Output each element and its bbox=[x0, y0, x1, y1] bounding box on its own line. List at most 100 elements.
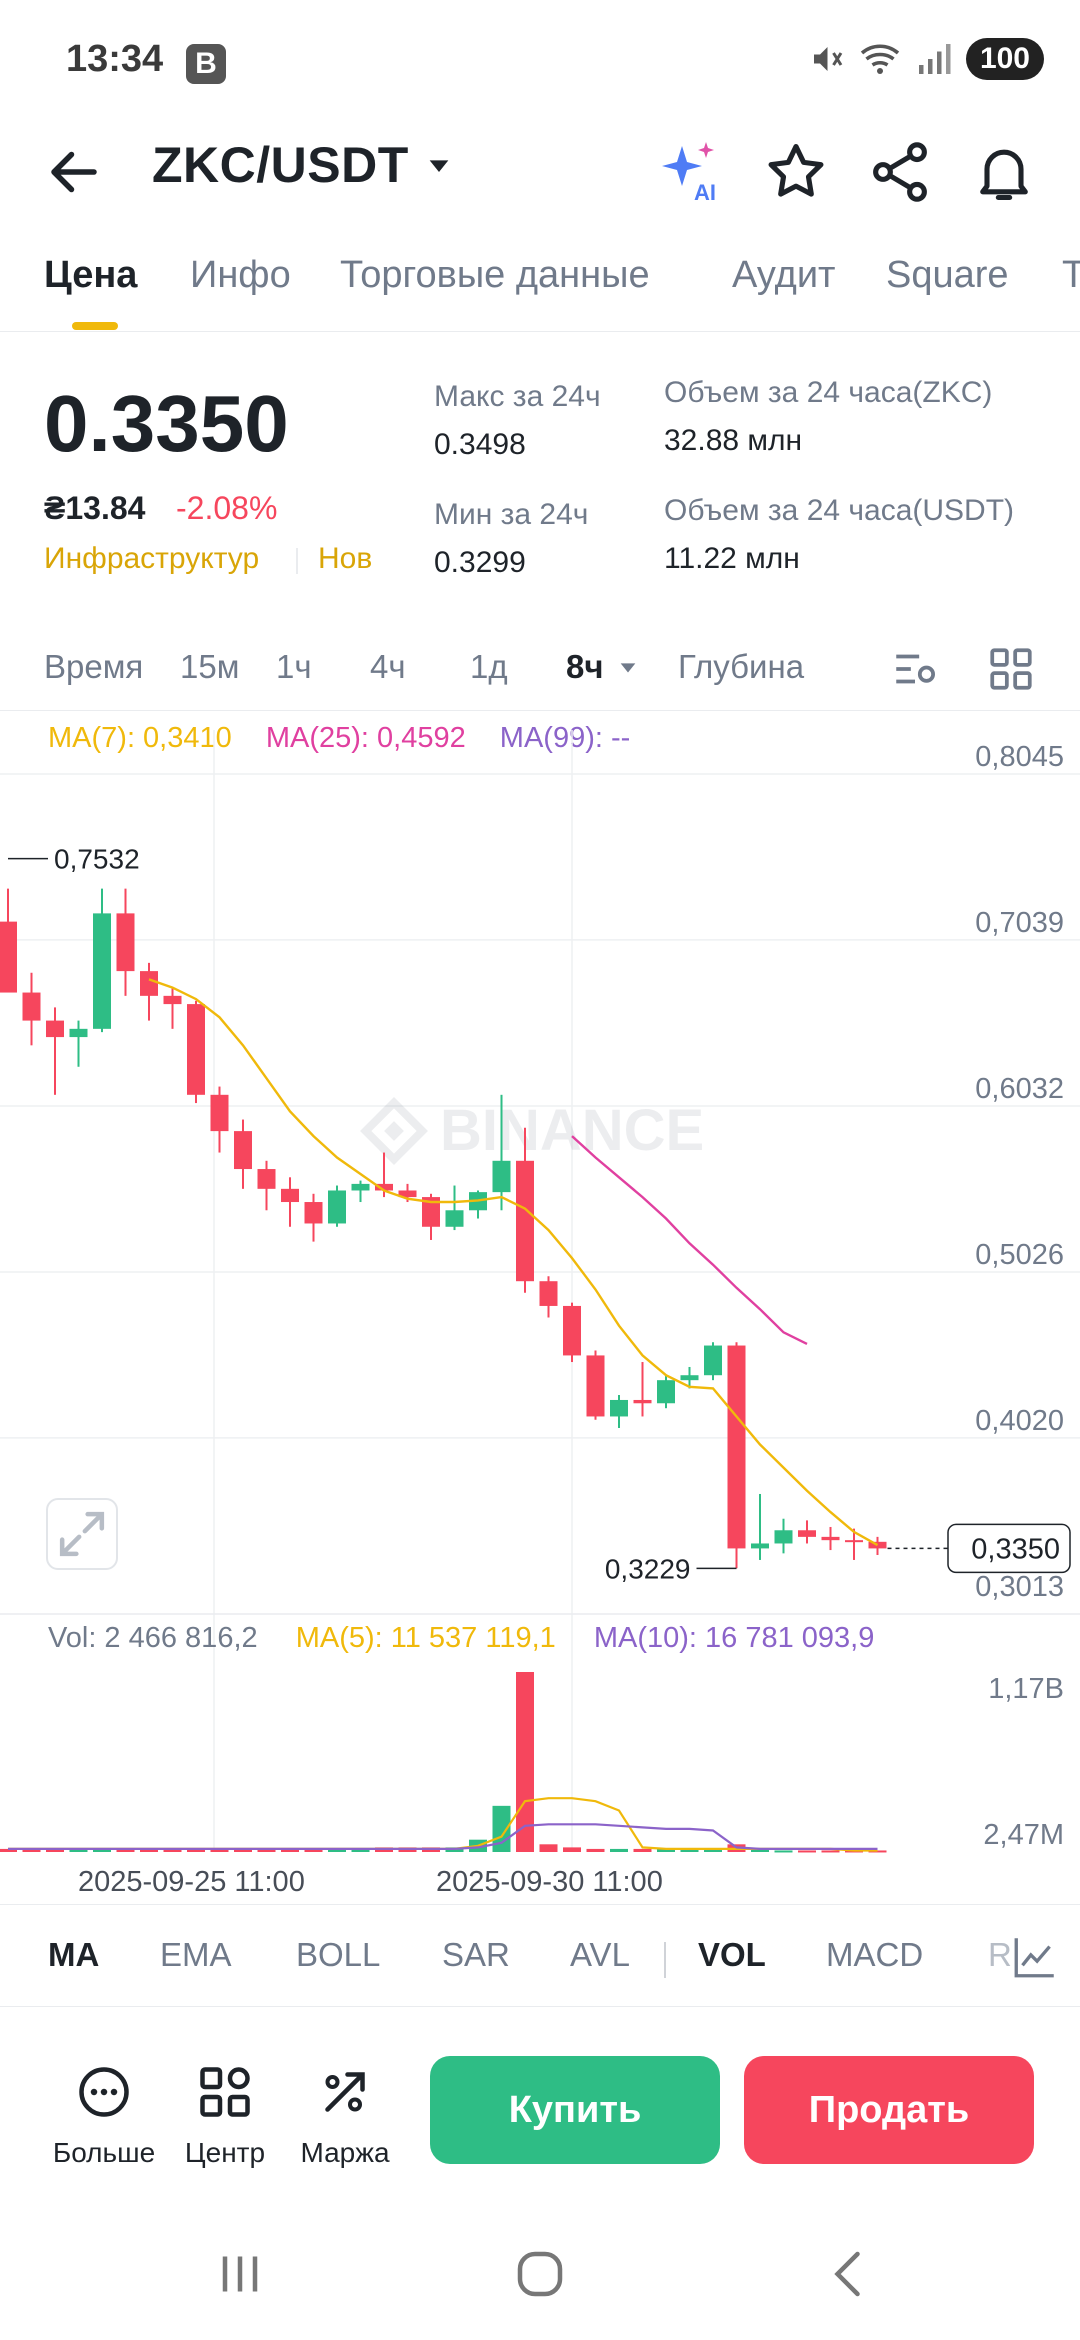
chart-grid bbox=[0, 730, 1080, 1850]
candle-body bbox=[774, 1530, 793, 1544]
date-label-1: 2025-09-25 11:00 bbox=[78, 1866, 305, 1898]
candle-body bbox=[398, 1190, 417, 1198]
ma7-legend: MA(7): 0,3410 bbox=[48, 722, 232, 754]
bell-icon[interactable] bbox=[970, 138, 1038, 206]
candle-body bbox=[304, 1202, 323, 1224]
buy-button[interactable]: Купить bbox=[430, 2056, 720, 2164]
candle-body bbox=[210, 1094, 229, 1132]
volume-bars bbox=[0, 1672, 887, 1853]
new-tag[interactable]: Нов bbox=[318, 542, 373, 575]
volume-bar bbox=[633, 1848, 652, 1852]
indicator-macd[interactable]: MACD bbox=[826, 1936, 924, 1973]
indicator-ema[interactable]: EMA bbox=[160, 1936, 232, 1973]
volume-bar bbox=[0, 1848, 17, 1852]
home-icon[interactable] bbox=[510, 2244, 570, 2304]
bottom-actions: Больше Центр Маржа Купить Продать bbox=[0, 2040, 1080, 2180]
mute-icon bbox=[813, 47, 843, 71]
candle-body bbox=[751, 1543, 769, 1549]
volume-bar bbox=[210, 1848, 229, 1852]
chart-top-divider bbox=[0, 710, 1080, 711]
indicator-avl[interactable]: AVL bbox=[570, 1936, 630, 1973]
candle-body bbox=[704, 1345, 722, 1376]
battery-indicator: 100 bbox=[965, 38, 1044, 80]
candle-body bbox=[234, 1131, 252, 1170]
interval-1h[interactable]: 1ч bbox=[276, 648, 312, 685]
interval-15m[interactable]: 15м bbox=[180, 648, 240, 685]
candle-body bbox=[516, 1160, 534, 1282]
candle-body bbox=[163, 995, 182, 1005]
volume-bar bbox=[234, 1848, 252, 1852]
candle-body bbox=[281, 1188, 299, 1203]
interval-1d[interactable]: 1д bbox=[470, 648, 508, 685]
tab-square[interactable]: Square bbox=[886, 254, 1009, 296]
low-marker-label: 0,3229 bbox=[605, 1553, 691, 1584]
volume-quote-value: 11.22 млн bbox=[664, 542, 800, 575]
volume-legend: Vol: 2 466 816,2 MA(5): 11 537 119,1 MA(… bbox=[48, 1622, 904, 1655]
candle-body bbox=[845, 1540, 863, 1543]
chart-settings-icon[interactable] bbox=[890, 644, 940, 694]
volume-bar bbox=[657, 1848, 675, 1852]
indicator-ma[interactable]: MA bbox=[48, 1936, 100, 1973]
ai-sparkle-icon[interactable]: AI bbox=[658, 138, 726, 206]
category-tag[interactable]: Инфраструктур bbox=[44, 542, 260, 575]
center-label: Центр bbox=[184, 2137, 266, 2168]
indicator-boll[interactable]: BOLL bbox=[296, 1936, 381, 1973]
candle-body bbox=[375, 1183, 393, 1191]
volume-axis: 1,17B 2,47M bbox=[983, 1673, 1064, 1851]
tab-price[interactable]: Цена bbox=[44, 254, 138, 296]
price-axis-label: 0,8045 bbox=[975, 741, 1064, 773]
tab-trading-data[interactable]: Торговые данные bbox=[340, 254, 650, 296]
volume-bar bbox=[257, 1848, 276, 1852]
share-icon[interactable] bbox=[866, 138, 934, 206]
ma25-line bbox=[571, 1135, 808, 1345]
price-axis-label: 0,5026 bbox=[975, 1239, 1064, 1271]
indicator-rsi[interactable]: R bbox=[988, 1936, 1012, 1973]
volume-bar bbox=[93, 1848, 111, 1852]
price-axis: 0,8045 0,7039 0,6032 0,5026 0,4020 0,3013 bbox=[975, 741, 1064, 1603]
center-button[interactable]: Центр bbox=[165, 2062, 285, 2169]
more-button[interactable]: Больше bbox=[44, 2062, 164, 2169]
interval-8h[interactable]: 8ч bbox=[566, 648, 639, 686]
volume-bar bbox=[46, 1848, 64, 1852]
chart-markers: 0,7532 0,3229 0,3350 bbox=[8, 844, 1071, 1584]
layout-grid-icon[interactable] bbox=[986, 644, 1036, 694]
expand-icon bbox=[59, 1511, 105, 1557]
volume-ma5: MA(5): 11 537 119,1 bbox=[295, 1622, 556, 1654]
tab-overflow[interactable]: Т bbox=[1062, 254, 1080, 297]
indicator-settings-icon[interactable] bbox=[1010, 1932, 1060, 1982]
back-arrow-icon[interactable] bbox=[44, 142, 104, 202]
price-axis-label: 0,3013 bbox=[975, 1571, 1064, 1603]
volume-ma10: MA(10): 16 781 093,9 bbox=[593, 1622, 875, 1654]
svg-text:AI: AI bbox=[694, 180, 716, 205]
interval-4h[interactable]: 4ч bbox=[370, 648, 406, 685]
nav-back-icon[interactable] bbox=[820, 2244, 880, 2304]
volume-axis-label: 2,47M bbox=[983, 1819, 1064, 1851]
candle-body bbox=[727, 1345, 746, 1549]
indicator-sar[interactable]: SAR bbox=[442, 1936, 510, 1973]
fiat-price: ₴13.84 bbox=[44, 490, 146, 526]
volume-bar bbox=[704, 1848, 722, 1852]
volume-bar bbox=[563, 1847, 581, 1852]
pair-selector[interactable]: ZKC/USDT bbox=[152, 136, 453, 194]
margin-button[interactable]: Маржа bbox=[285, 2062, 405, 2169]
candle-body bbox=[22, 992, 41, 1021]
recent-apps-icon[interactable] bbox=[210, 2244, 270, 2304]
indicator-vol[interactable]: VOL bbox=[698, 1936, 766, 1973]
indicator-tabs: MA EMA BOLL SAR AVL VOL MACD R bbox=[0, 1928, 1080, 1994]
volume-bar bbox=[69, 1848, 88, 1852]
expand-chart-button[interactable] bbox=[46, 1498, 118, 1570]
interval-depth[interactable]: Глубина bbox=[678, 648, 805, 685]
candle-body bbox=[93, 913, 111, 1029]
high-24h-label: Макс за 24ч bbox=[434, 380, 601, 413]
tab-info[interactable]: Инфо bbox=[190, 254, 291, 296]
last-price-tag-label: 0,3350 bbox=[971, 1533, 1060, 1565]
ma-legend: MA(7): 0,3410 MA(25): 0,4592 MA(99): -- bbox=[48, 722, 656, 755]
volume-bar bbox=[798, 1850, 816, 1853]
favorite-star-icon[interactable] bbox=[762, 138, 830, 206]
interval-time[interactable]: Время bbox=[44, 648, 144, 685]
tab-audit[interactable]: Аудит bbox=[732, 254, 836, 296]
volume-bar bbox=[328, 1848, 346, 1852]
sell-button[interactable]: Продать bbox=[744, 2056, 1034, 2164]
indicator-divider bbox=[664, 1942, 666, 1978]
